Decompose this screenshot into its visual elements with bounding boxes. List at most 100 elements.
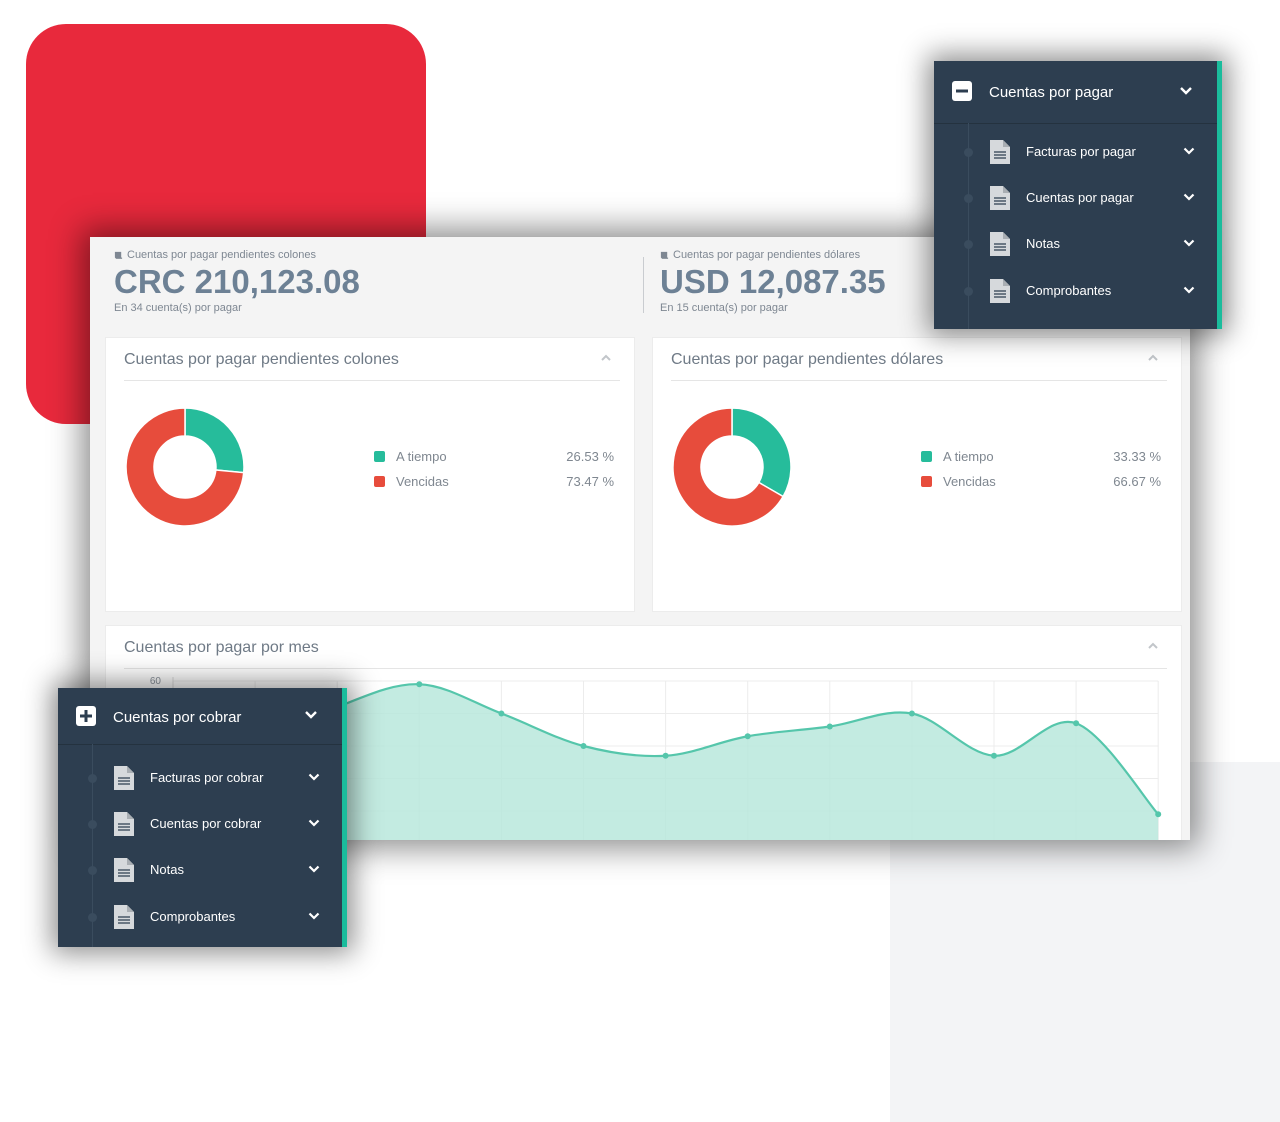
kpi-divider xyxy=(643,257,644,313)
minus-square-icon xyxy=(952,81,972,101)
book-icon xyxy=(114,251,123,259)
kpi-colones: Cuentas por pagar pendientes colones CRC… xyxy=(114,249,360,314)
donut-chart xyxy=(672,407,792,527)
document-icon xyxy=(114,905,134,929)
card-title: Cuentas por pagar pendientes colones xyxy=(124,351,399,368)
document-icon xyxy=(990,186,1010,210)
legend-value: 66.67 % xyxy=(1113,474,1161,489)
card-header: Cuentas por pagar por mes xyxy=(124,626,1167,669)
legend-swatch xyxy=(921,451,932,462)
legend-value: 26.53 % xyxy=(566,449,614,464)
menu-header-label: Cuentas por pagar xyxy=(989,84,1114,101)
tree-line xyxy=(92,744,93,947)
document-icon xyxy=(990,279,1010,303)
kpi-label: Cuentas por pagar pendientes dólares xyxy=(673,249,861,261)
kpi-dolares: Cuentas por pagar pendientes dólares USD… xyxy=(660,249,886,314)
chevron-down-icon[interactable] xyxy=(308,865,320,874)
chevron-down-icon[interactable] xyxy=(1183,193,1195,202)
chevron-down-icon[interactable] xyxy=(308,773,320,782)
data-point xyxy=(662,752,669,759)
legend-value: 73.47 % xyxy=(566,474,614,489)
area-fill xyxy=(173,684,1159,840)
kpi-subtext: En 15 cuenta(s) por pagar xyxy=(660,302,788,314)
plus-square-icon xyxy=(76,706,96,726)
legend-swatch xyxy=(374,451,385,462)
data-point xyxy=(1073,720,1080,727)
tree-dot xyxy=(964,287,973,296)
book-icon xyxy=(660,251,669,259)
chevron-down-icon[interactable] xyxy=(1179,86,1193,96)
menu-item-label: Notas xyxy=(1026,236,1060,251)
chevron-down-icon[interactable] xyxy=(1183,239,1195,248)
menu-item-comprobantes[interactable]: Comprobantes xyxy=(58,893,342,939)
tree-dot xyxy=(964,194,973,203)
menu-header[interactable]: Cuentas por pagar xyxy=(934,61,1217,124)
tree-dot xyxy=(964,148,973,157)
legend-item-overdue: Vencidas 73.47 % xyxy=(374,469,614,494)
menu-header[interactable]: Cuentas por cobrar xyxy=(58,688,342,745)
donut-chart xyxy=(125,407,245,527)
kpi-value: USD 12,087.35 xyxy=(660,263,886,300)
legend-item-on-time: A tiempo 33.33 % xyxy=(921,444,1161,469)
menu-item-notas[interactable]: Notas xyxy=(934,220,1217,266)
legend-item-overdue: Vencidas 66.67 % xyxy=(921,469,1161,494)
chevron-down-icon[interactable] xyxy=(1183,147,1195,156)
chevron-up-icon[interactable] xyxy=(1147,352,1159,364)
chevron-up-icon[interactable] xyxy=(600,352,612,364)
menu-item-label: Cuentas por cobrar xyxy=(150,816,262,831)
legend-swatch xyxy=(921,476,932,487)
kpi-label: Cuentas por pagar pendientes colones xyxy=(127,249,316,261)
menu-cuentas-por-pagar: Cuentas por pagar Facturas por pagar Cue… xyxy=(934,61,1222,329)
menu-item-label: Facturas por cobrar xyxy=(150,770,264,785)
tree-dot xyxy=(88,820,97,829)
menu-item-notas[interactable]: Notas xyxy=(58,846,342,892)
tree-dot xyxy=(88,866,97,875)
data-point xyxy=(908,710,915,717)
document-icon xyxy=(114,858,134,882)
menu-item-facturas-por-cobrar[interactable]: Facturas por cobrar xyxy=(58,754,342,800)
pie-card-colones: Cuentas por pagar pendientes colones A t… xyxy=(105,337,635,612)
data-point xyxy=(1155,811,1162,818)
legend-value: 33.33 % xyxy=(1113,449,1161,464)
menu-item-label: Facturas por pagar xyxy=(1026,144,1136,159)
kpi-value: CRC 210,123.08 xyxy=(114,263,360,300)
legend-label: A tiempo xyxy=(396,449,447,464)
menu-item-label: Notas xyxy=(150,862,184,877)
card-title: Cuentas por pagar pendientes dólares xyxy=(671,351,944,368)
legend-label: Vencidas xyxy=(396,474,449,489)
menu-item-label: Cuentas por pagar xyxy=(1026,190,1134,205)
donut-slice-on-time xyxy=(184,407,245,474)
document-icon xyxy=(114,812,134,836)
legend-label: Vencidas xyxy=(943,474,996,489)
card-title: Cuentas por pagar por mes xyxy=(124,639,319,656)
data-point xyxy=(416,681,423,688)
y-tick-label: 60 xyxy=(150,676,162,687)
data-point xyxy=(744,733,751,740)
chevron-down-icon[interactable] xyxy=(1183,286,1195,295)
kpi-subtext: En 34 cuenta(s) por pagar xyxy=(114,302,242,314)
tree-dot xyxy=(964,240,973,249)
tree-line xyxy=(968,123,969,329)
chevron-up-icon[interactable] xyxy=(1147,640,1159,652)
menu-accent-bar xyxy=(1217,61,1222,329)
document-icon xyxy=(990,140,1010,164)
menu-item-comprobantes[interactable]: Comprobantes xyxy=(934,267,1217,313)
menu-item-cuentas-por-pagar[interactable]: Cuentas por pagar xyxy=(934,174,1217,220)
chevron-down-icon[interactable] xyxy=(308,819,320,828)
legend-item-on-time: A tiempo 26.53 % xyxy=(374,444,614,469)
menu-item-facturas-por-pagar[interactable]: Facturas por pagar xyxy=(934,128,1217,174)
menu-header-label: Cuentas por cobrar xyxy=(113,709,242,726)
chart-legend: A tiempo 26.53 % Vencidas 73.47 % xyxy=(374,444,614,494)
legend-swatch xyxy=(374,476,385,487)
chevron-down-icon[interactable] xyxy=(304,710,318,720)
data-point xyxy=(498,710,505,717)
dashboard-panel: Cuentas por pagar pendientes colones CRC… xyxy=(90,237,1190,840)
card-header: Cuentas por pagar pendientes dólares xyxy=(671,338,1167,381)
donut-slice-on-time xyxy=(731,407,792,498)
donut-slice-overdue xyxy=(672,407,785,527)
tree-dot xyxy=(88,774,97,783)
menu-accent-bar xyxy=(342,688,347,947)
card-header: Cuentas por pagar pendientes colones xyxy=(124,338,620,381)
menu-item-cuentas-por-cobrar[interactable]: Cuentas por cobrar xyxy=(58,800,342,846)
chevron-down-icon[interactable] xyxy=(308,912,320,921)
